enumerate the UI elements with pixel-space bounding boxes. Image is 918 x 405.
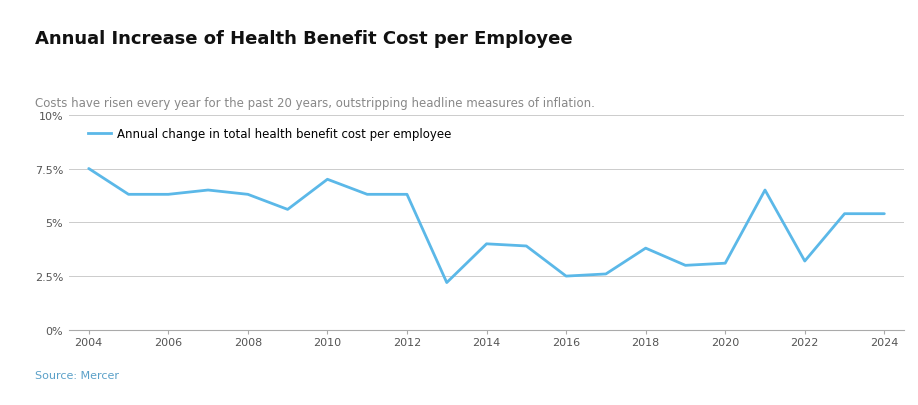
Legend: Annual change in total health benefit cost per employee: Annual change in total health benefit co… — [84, 124, 456, 146]
Text: Costs have risen every year for the past 20 years, outstripping headline measure: Costs have risen every year for the past… — [35, 97, 595, 110]
Text: Source: Mercer: Source: Mercer — [35, 371, 119, 381]
Text: Annual Increase of Health Benefit Cost per Employee: Annual Increase of Health Benefit Cost p… — [35, 30, 573, 48]
